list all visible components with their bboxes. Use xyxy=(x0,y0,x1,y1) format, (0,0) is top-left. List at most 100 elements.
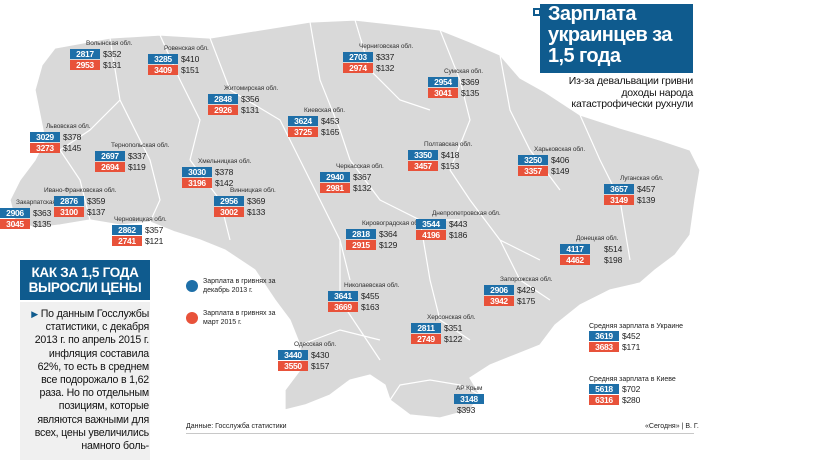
region-name: Львовская обл. xyxy=(46,123,91,130)
uah-2015: 2694 xyxy=(95,162,125,172)
title-square-icon xyxy=(533,8,541,16)
region-ternopil: Тернопольская обл. 2697 $337 2694 $119 xyxy=(95,142,169,172)
region-name: Запорожская обл. xyxy=(500,276,553,283)
usd-2015: $132 xyxy=(353,183,372,193)
uah-2013: 3285 xyxy=(148,54,178,64)
usd-2013: $356 xyxy=(241,94,260,104)
region-name: Донецкая обл. xyxy=(576,235,619,242)
region-zhytomyr: Житомирская обл. 2848 $356 2926 $131 xyxy=(208,85,278,115)
usd-2015: $171 xyxy=(622,342,641,352)
usd-2015: $119 xyxy=(128,162,146,172)
region-name: Харьковская обл. xyxy=(534,146,586,153)
usd-2013: $429 xyxy=(517,285,536,295)
region-kirovohrad: Кировоградская обл. 2818 $364 2915 $129 xyxy=(346,220,423,250)
average-ukraine: Средняя зарплата в Украине 3619 $452 3683… xyxy=(589,323,683,352)
usd-2013: $367 xyxy=(353,172,372,182)
region-ivano-frankivsk: Ивано-Франковская обл. 2876 $359 3100 $137 xyxy=(28,187,116,217)
region-kyiv-obl: Киевская обл. 3624 $453 3725 $165 xyxy=(288,107,345,137)
region-chernihiv: Черниговская обл. 2703 $337 2974 $132 xyxy=(343,43,413,73)
region-khmelnytskyi: Хмельницкая обл. 3030 $378 3196 $142 xyxy=(182,158,251,188)
uah-2015: 3149 xyxy=(604,195,634,205)
usd-2015: $186 xyxy=(449,230,468,240)
region-name: Закарпатская обл. xyxy=(16,199,70,206)
region-vinnytsia: Винницкая обл. 2956 $369 3002 $133 xyxy=(214,187,276,217)
usd-2013: $514 xyxy=(604,244,623,254)
usd-2013: $364 xyxy=(379,229,398,239)
legend-item-dec2013: Зарплата в гривнях за декабрь 2013 г. xyxy=(186,276,276,308)
usd-2015: $165 xyxy=(321,127,340,137)
red-dot-icon xyxy=(186,312,198,324)
usd-2015: $175 xyxy=(517,296,536,306)
region-donetsk: Донецкая обл. 4117 $514 4462 $198 xyxy=(560,235,622,265)
uah-2015: 3357 xyxy=(518,166,548,176)
usd-2015: $151 xyxy=(181,65,200,75)
uah-2015: 2981 xyxy=(320,183,350,193)
uah-2013: 3641 xyxy=(328,291,358,301)
region-name: Одесская обл. xyxy=(294,341,337,348)
usd-2013: $337 xyxy=(376,52,395,62)
uah-2015: 3273 xyxy=(30,143,60,153)
region-poltava: Полтавская обл. 3350 $418 3457 $153 xyxy=(408,141,472,171)
usd-2015: $135 xyxy=(461,88,480,98)
uah-2015: 3100 xyxy=(54,207,84,217)
region-kherson: Херсонская обл. 2811 $351 2749 $122 xyxy=(411,314,476,344)
page-subtitle: Из-за девальвации гривни доходы народа к… xyxy=(568,75,693,110)
uah-2015: 2915 xyxy=(346,240,376,250)
region-zakarpattia: Закарпатская обл. 2906 $363 3045 $135 xyxy=(0,199,70,229)
usd-2015: $280 xyxy=(622,395,641,405)
usd-2015: $121 xyxy=(145,236,164,246)
region-zaporizhzhia: Запорожская обл. 2906 $429 3942 $175 xyxy=(484,276,553,306)
uah-2015: 3457 xyxy=(408,161,438,171)
uah-2013: 5618 xyxy=(589,384,619,394)
usd-2013: $359 xyxy=(87,196,106,206)
credit-note: «Сегодня» | В. Г. xyxy=(645,423,699,430)
usd-2015: $122 xyxy=(444,334,463,344)
legend: Зарплата в гривнях за декабрь 2013 г. За… xyxy=(186,276,276,340)
uah-2015: 3942 xyxy=(484,296,514,306)
average-kyiv-title: Средняя зарплата в Киеве xyxy=(589,376,676,383)
usd-2013: $369 xyxy=(247,196,266,206)
legend-label-mar2015: Зарплата в гривнях за март 2015 г. xyxy=(203,310,276,326)
usd-2013: $378 xyxy=(215,167,234,177)
uah-2015: 4462 xyxy=(560,255,590,265)
region-name: Винницкая обл. xyxy=(230,187,276,194)
source-note: Данные: Госслужба статистики xyxy=(186,423,287,430)
usd-2013: $393 xyxy=(457,405,476,415)
title-divider xyxy=(540,71,693,73)
uah-2013: 3350 xyxy=(408,150,438,160)
legend-item-mar2015: Зарплата в гривнях за март 2015 г. xyxy=(186,308,276,340)
uah-2015: 2953 xyxy=(70,60,100,70)
region-name: Волынская обл. xyxy=(86,40,133,47)
region-volyn: Волынская обл. 2817 $352 2953 $131 xyxy=(70,40,132,70)
uah-2013: 2703 xyxy=(343,52,373,62)
uah-2013: 3624 xyxy=(288,116,318,126)
average-ukraine-title: Средняя зарплата в Украине xyxy=(589,323,684,330)
region-name: Черновицкая обл. xyxy=(114,216,167,223)
uah-2013: 2818 xyxy=(346,229,376,239)
usd-2015: $149 xyxy=(551,166,570,176)
usd-2015: $131 xyxy=(241,105,260,115)
prices-heading: КАК ЗА 1,5 ГОДА ВЫРОСЛИ ЦЕНЫ xyxy=(20,260,150,300)
uah-2013: 3030 xyxy=(182,167,212,177)
usd-2015: $153 xyxy=(441,161,460,171)
region-name: Луганская обл. xyxy=(620,175,664,182)
uah-2013: 3619 xyxy=(589,331,619,341)
region-luhansk: Луганская обл. 3657 $457 3149 $139 xyxy=(604,175,664,205)
region-kharkiv: Харьковская обл. 3250 $406 3357 $149 xyxy=(518,146,585,176)
uah-2013: 2811 xyxy=(411,323,441,333)
uah-2013: 2906 xyxy=(0,208,30,218)
usd-2013: $455 xyxy=(361,291,380,301)
region-lviv: Львовская обл. 3029 $378 3273 $145 xyxy=(30,123,91,153)
uah-2013: 2956 xyxy=(214,196,244,206)
uah-2013: 2906 xyxy=(484,285,514,295)
uah-2015: 4196 xyxy=(416,230,446,240)
uah-2013: 2940 xyxy=(320,172,350,182)
uah-2013: 3148 xyxy=(454,394,484,404)
uah-2013: 2862 xyxy=(112,225,142,235)
usd-2015: $198 xyxy=(604,255,623,265)
region-name: Черниговская обл. xyxy=(359,43,414,50)
prices-panel xyxy=(20,302,150,460)
triangle-bullet-icon: ▶ xyxy=(31,309,38,319)
uah-2015: 3041 xyxy=(428,88,458,98)
